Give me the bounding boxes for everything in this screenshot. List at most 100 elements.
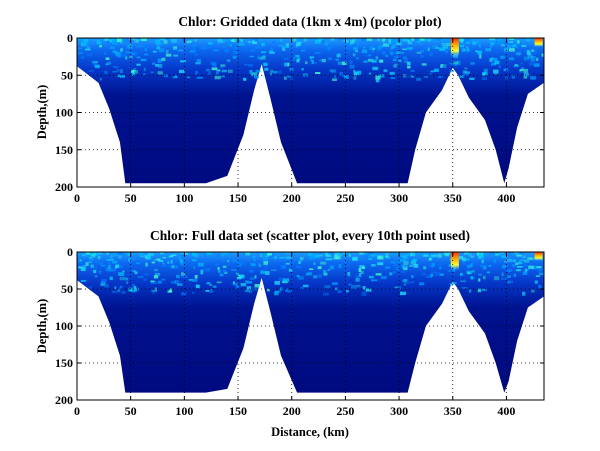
- chlorophyll-cell: [427, 47, 430, 52]
- chlorophyll-cell: [347, 272, 350, 275]
- chlorophyll-cell: [470, 62, 475, 65]
- chlorophyll-cell: [191, 291, 195, 294]
- chlorophyll-cell: [207, 42, 213, 45]
- chlorophyll-cell: [125, 51, 131, 54]
- chlorophyll-cell: [227, 259, 230, 263]
- chlorophyll-cell: [119, 75, 125, 78]
- chlorophyll-cell: [295, 45, 299, 48]
- chlorophyll-cell: [150, 253, 153, 257]
- chlorophyll-cell: [411, 260, 417, 263]
- chlorophyll-cell: [78, 266, 82, 269]
- chlorophyll-cell: [524, 259, 530, 263]
- chlorophyll-cell: [231, 269, 237, 271]
- chlorophyll-cell: [203, 253, 207, 258]
- chlorophyll-cell: [460, 45, 465, 48]
- chlorophyll-cell: [350, 40, 355, 44]
- chlorophyll-cell: [470, 276, 473, 280]
- chlorophyll-cell: [530, 59, 536, 62]
- chlorophyll-cell: [368, 72, 372, 75]
- chlorophyll-cell: [222, 46, 227, 48]
- chlorophyll-cell: [358, 268, 362, 272]
- chlorophyll-cell: [272, 70, 278, 74]
- chlorophyll-cell: [286, 43, 289, 47]
- chlorophyll-cell: [81, 254, 87, 257]
- y-tick-label: 200: [55, 393, 73, 407]
- chlorophyll-cell: [262, 257, 269, 261]
- chlorophyll-cell: [117, 74, 121, 78]
- chlorophyll-cell: [399, 51, 404, 54]
- chlorophyll-cell: [216, 281, 222, 284]
- chlorophyll-cell: [502, 265, 506, 269]
- chlorophyll-cell: [206, 252, 212, 255]
- chlorophyll-cell: [308, 256, 315, 260]
- chlorophyll-cell: [162, 256, 167, 259]
- chlorophyll-cell: [252, 263, 257, 267]
- chlorophyll-cell: [379, 59, 384, 63]
- chlorophyll-cell: [403, 265, 407, 268]
- chlorophyll-cell: [251, 40, 257, 44]
- chlorophyll-cell: [192, 278, 198, 282]
- chlorophyll-cell: [194, 39, 197, 42]
- chlorophyll-cell: [314, 62, 317, 64]
- chlorophyll-cell: [517, 40, 520, 44]
- chlorophyll-cell: [504, 260, 508, 263]
- grid-lines: [77, 252, 544, 400]
- chlorophyll-cell: [154, 287, 157, 291]
- chlorophyll-cell: [194, 275, 198, 279]
- chlorophyll-cell: [379, 74, 385, 78]
- chlorophyll-cell: [504, 41, 509, 45]
- chlorophyll-cell: [296, 58, 300, 63]
- chlorophyll-cell: [217, 269, 221, 273]
- chlorophyll-cell: [124, 39, 131, 42]
- x-tick-label: 300: [390, 404, 408, 418]
- chlorophyll-cell: [261, 56, 266, 60]
- chlorophyll-cell: [472, 41, 477, 45]
- chlorophyll-cell: [488, 265, 492, 267]
- chlorophyll-cell: [284, 57, 289, 61]
- chlorophyll-cell: [401, 270, 406, 273]
- chlorophyll-cell: [387, 256, 391, 259]
- chlorophyll-cell: [190, 47, 196, 51]
- chlorophyll-cell: [452, 282, 457, 285]
- chlorophyll-cell: [521, 44, 527, 47]
- chlorophyll-cell: [478, 39, 481, 43]
- chlorophyll-cell: [154, 273, 161, 276]
- chlorophyll-cell: [303, 38, 307, 42]
- chlorophyll-cell: [161, 57, 166, 62]
- chlorophyll-cell: [161, 42, 165, 46]
- chlorophyll-cell: [178, 49, 184, 52]
- chlorophyll-cell: [411, 75, 415, 78]
- chlorophyll-cell: [319, 254, 323, 257]
- chlorophyll-cell: [514, 64, 519, 67]
- chlorophyll-cell: [273, 256, 278, 259]
- chlorophyll-cell: [117, 288, 121, 293]
- chlorophyll-cell: [361, 49, 368, 54]
- chlorophyll-cell: [254, 275, 257, 279]
- chlorophyll-cell: [388, 41, 392, 44]
- chlorophyll-cell: [279, 39, 283, 42]
- chlorophyll-cell: [333, 257, 340, 260]
- chlorophyll-cell: [132, 71, 135, 76]
- chlorophyll-cell: [450, 62, 456, 66]
- chlorophyll-cell: [430, 70, 435, 73]
- chlorophyll-cell: [258, 57, 263, 60]
- chlorophyll-cell: [464, 67, 468, 70]
- chlorophyll-cell: [158, 48, 165, 53]
- chlorophyll-cell: [269, 48, 274, 50]
- chlorophyll-cell: [343, 42, 346, 46]
- chlorophyll-cell: [231, 39, 236, 43]
- chlorophyll-cell: [512, 44, 518, 48]
- chlorophyll-cell: [467, 272, 470, 275]
- plot-area: [77, 38, 544, 184]
- chlorophyll-cell: [180, 263, 185, 266]
- y-tick-label: 100: [55, 106, 73, 120]
- x-tick-label: 50: [125, 404, 137, 418]
- chlorophyll-cell: [532, 38, 537, 40]
- chlorophyll-cell: [404, 278, 408, 282]
- chlorophyll-cell: [281, 266, 286, 269]
- chlorophyll-cell: [140, 255, 145, 258]
- chlorophyll-cell: [77, 52, 84, 54]
- chlorophyll-cell: [362, 266, 366, 270]
- chlorophyll-cell: [143, 53, 149, 56]
